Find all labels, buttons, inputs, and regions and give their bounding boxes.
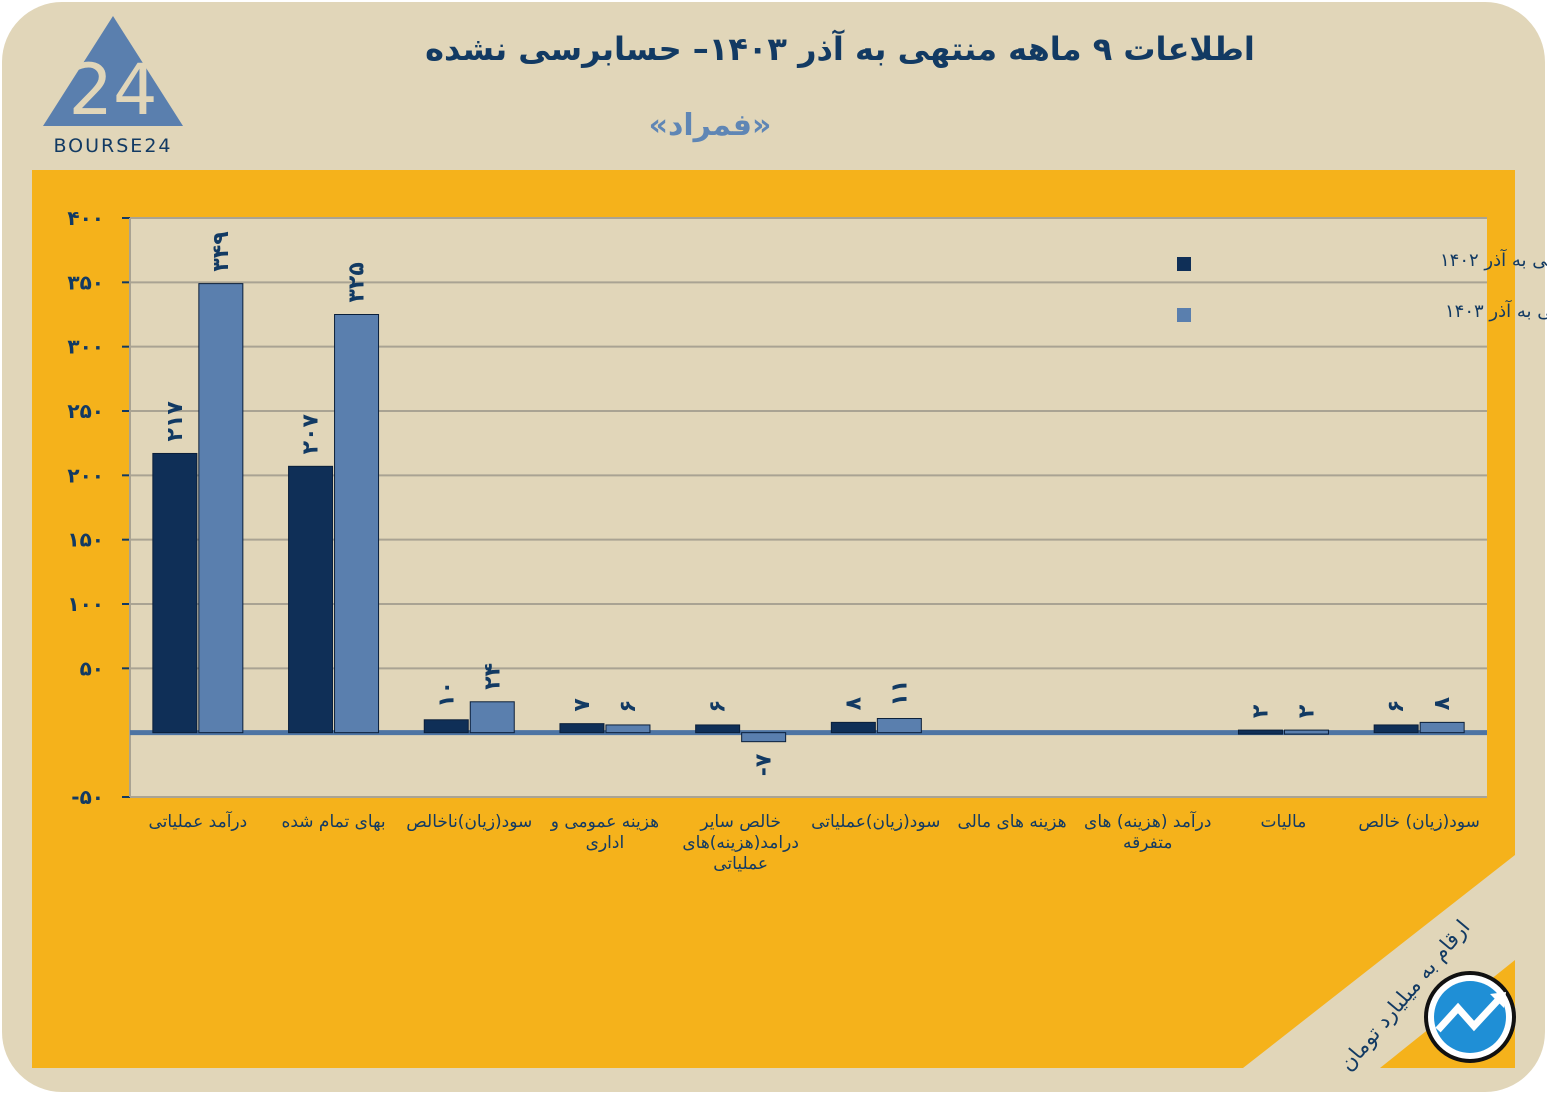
data-label: -۷ xyxy=(752,753,777,776)
y-tick-label: ۱۵۰ xyxy=(67,528,104,552)
legend-swatch-1403 xyxy=(1177,308,1191,322)
data-label: ۲۰۷ xyxy=(299,413,324,454)
bar-1402 xyxy=(152,452,198,734)
bar-1402 xyxy=(423,719,469,734)
bar-1403 xyxy=(876,718,922,734)
y-tick-label: ۱۰۰ xyxy=(67,592,104,616)
plot-area xyxy=(130,218,1487,797)
bar-1402 xyxy=(288,465,334,734)
data-label: ۲۱۷ xyxy=(163,401,188,442)
bar-1403 xyxy=(1283,729,1329,735)
legend-swatch-1402 xyxy=(1177,257,1191,271)
bar-1403 xyxy=(741,732,787,743)
bar-1403 xyxy=(605,724,651,734)
data-label: ۳۲۵ xyxy=(345,262,370,302)
data-label: ۳۴۹ xyxy=(209,231,234,271)
bar-1402 xyxy=(695,724,741,734)
bar-1403 xyxy=(198,283,244,734)
y-tick-label: ۲۵۰ xyxy=(67,399,104,423)
brand-badge-icon xyxy=(1424,971,1516,1063)
data-label: ۷ xyxy=(570,698,595,712)
data-label: ۲۴ xyxy=(480,663,505,690)
y-tick-label: ۳۰۰ xyxy=(67,335,104,359)
y-tick-label: ۳۵۰ xyxy=(67,270,104,294)
bar-1402 xyxy=(1373,724,1419,734)
bar-1403 xyxy=(334,314,380,734)
legend-label-1402: عملکرد منتهی به آذر ۱۴۰۲ xyxy=(1440,248,1547,271)
data-label: ۱۰ xyxy=(434,681,459,708)
data-label: ۶ xyxy=(616,700,641,713)
data-label: ۱۱ xyxy=(887,680,912,707)
bar-1402 xyxy=(559,723,605,734)
y-tick-label: -۵۰ xyxy=(71,785,104,809)
data-label: ۶ xyxy=(706,700,731,713)
legend: عملکرد منتهی به آذر ۱۴۰۲ عملکرد منتهی به… xyxy=(1177,248,1547,322)
y-tick-label: ۵۰ xyxy=(80,656,104,680)
logo-text: BOURSE24 xyxy=(53,135,172,157)
data-label: ۲ xyxy=(1294,704,1319,718)
bar-1403 xyxy=(469,701,515,734)
company-name: «فمراد» xyxy=(648,108,772,143)
data-label: ۸ xyxy=(1430,696,1455,710)
data-label: ۸ xyxy=(841,696,866,710)
bar-1403 xyxy=(1419,721,1465,734)
data-label: ۲ xyxy=(1248,704,1273,718)
bourse24-logo: 24 BOURSE24 xyxy=(43,16,183,157)
svg-text:24: 24 xyxy=(68,49,157,131)
page-title: اطلاعات ۹ ماهه منتهی به آذر ۱۴۰۳– حسابرس… xyxy=(425,30,1255,68)
y-tick-label: ۲۰۰ xyxy=(67,463,104,487)
y-tick-label: ۴۰۰ xyxy=(67,206,104,230)
legend-label-1403: عملکرد منتهی به آذر ۱۴۰۳ xyxy=(1445,299,1547,322)
note-corner xyxy=(1243,855,1515,1068)
bar-1402 xyxy=(830,721,876,734)
bar-1402 xyxy=(1237,729,1283,735)
data-label: ۶ xyxy=(1384,700,1409,713)
